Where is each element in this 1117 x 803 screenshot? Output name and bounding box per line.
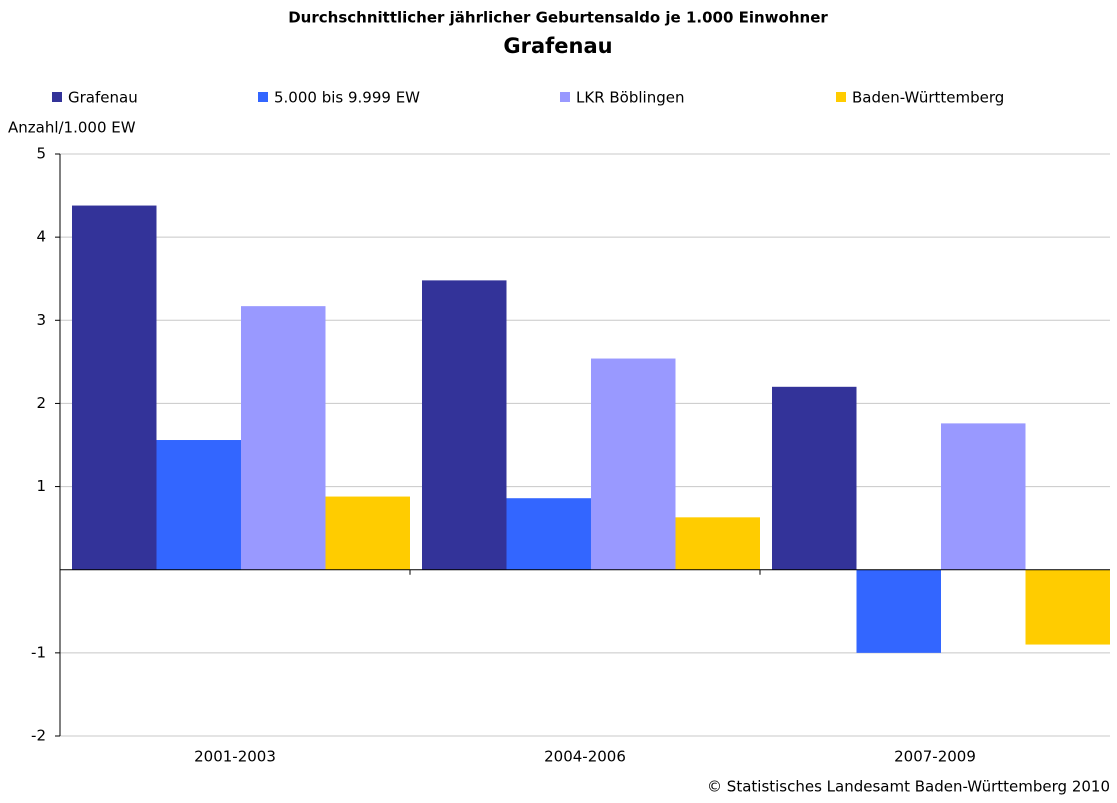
legend-label: Grafenau xyxy=(68,89,138,107)
bar xyxy=(241,306,326,570)
y-tick-label: -2 xyxy=(31,727,46,745)
legend-swatch xyxy=(52,92,62,102)
y-tick-label: 2 xyxy=(36,394,46,412)
bar xyxy=(422,280,507,570)
source: © Statistisches Landesamt Baden-Württemb… xyxy=(707,778,1110,796)
legend-swatch xyxy=(560,92,570,102)
y-tick-label: 5 xyxy=(36,145,46,163)
x-tick-label: 2004-2006 xyxy=(544,748,626,766)
y-tick-label: 1 xyxy=(36,477,46,495)
bar xyxy=(856,569,941,653)
bar xyxy=(1025,569,1110,645)
bar xyxy=(325,496,410,570)
legend-label: Baden-Württemberg xyxy=(852,89,1004,107)
bar xyxy=(72,205,157,570)
legend-swatch xyxy=(836,92,846,102)
y-tick-label: 3 xyxy=(36,311,46,329)
chart-subtitle: Grafenau xyxy=(503,34,612,58)
x-tick-label: 2007-2009 xyxy=(894,748,976,766)
y-axis-label: Anzahl/1.000 EW xyxy=(8,119,136,137)
bar xyxy=(591,358,676,570)
bar xyxy=(156,440,241,570)
y-tick-label: 4 xyxy=(36,228,46,246)
y-tick-label: -1 xyxy=(31,643,46,661)
legend-label: 5.000 bis 9.999 EW xyxy=(274,89,420,107)
bar xyxy=(941,423,1026,570)
legend-label: LKR Böblingen xyxy=(576,89,684,107)
bar xyxy=(675,517,760,570)
bar xyxy=(506,498,591,570)
chart-title: Durchschnittlicher jährlicher Geburtensa… xyxy=(288,9,828,27)
bar xyxy=(772,386,857,570)
x-tick-label: 2001-2003 xyxy=(194,748,276,766)
legend-swatch xyxy=(258,92,268,102)
